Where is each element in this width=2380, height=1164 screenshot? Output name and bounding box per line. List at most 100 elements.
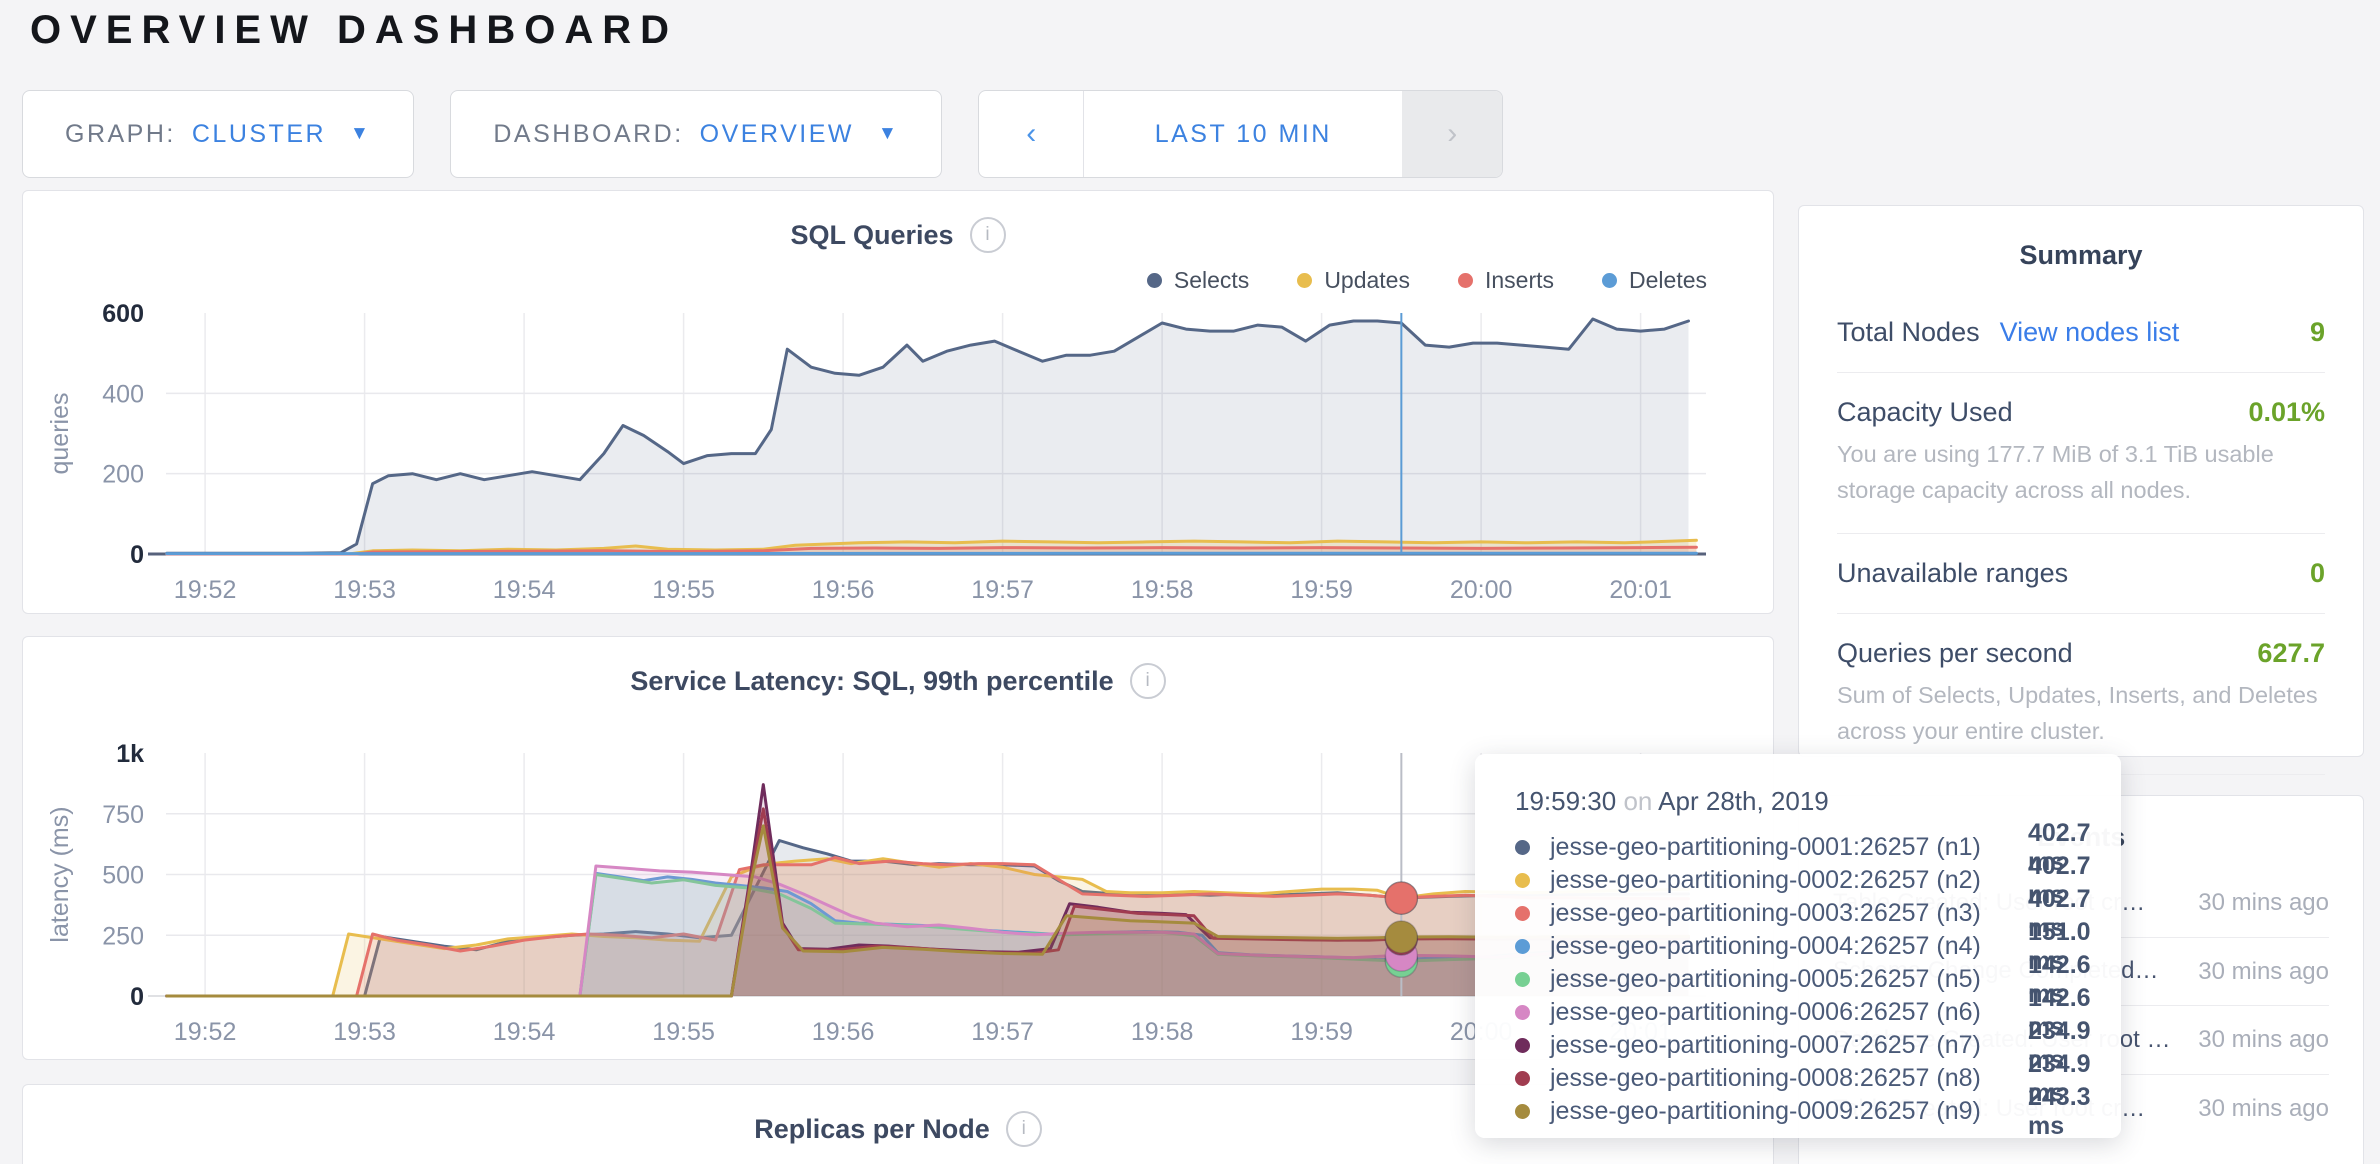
series-dot-icon <box>1515 840 1530 855</box>
tooltip-node-name: jesse-geo-partitioning-0006:26257 (n6) <box>1550 998 1981 1026</box>
time-range-prev-button[interactable]: ‹ <box>979 91 1085 177</box>
svg-text:queries: queries <box>46 393 74 475</box>
svg-text:0: 0 <box>130 983 144 1011</box>
tooltip-node-value: 243.3 ms <box>2028 1082 2091 1140</box>
service-latency-title: Service Latency: SQL, 99th percentile i <box>23 663 1773 699</box>
capacity-used-note: You are using 177.7 MiB of 3.1 TiB usabl… <box>1837 441 2274 504</box>
svg-text:19:54: 19:54 <box>493 1018 556 1046</box>
legend-item-selects[interactable]: Selects <box>1146 267 1250 294</box>
tooltip-node-value: 402.7 ms <box>2028 884 2091 942</box>
qps-label: Queries per second <box>1837 637 2073 668</box>
series-dot-icon <box>1515 939 1530 954</box>
svg-text:19:53: 19:53 <box>333 1018 396 1046</box>
event-timestamp: 30 mins ago <box>2198 1094 2329 1122</box>
dashboard-dropdown-value: OVERVIEW <box>699 119 854 148</box>
tooltip-rows: jesse-geo-partitioning-0001:26257 (n1) 40… <box>1515 819 2091 1140</box>
svg-text:500: 500 <box>102 862 144 890</box>
legend-dot-icon <box>1146 273 1162 288</box>
qps-value: 627.7 <box>2257 637 2325 668</box>
legend-item-updates[interactable]: Updates <box>1297 267 1410 294</box>
tooltip-node-name: jesse-geo-partitioning-0007:26257 (n7) <box>1550 1031 1981 1059</box>
svg-text:0: 0 <box>130 541 144 569</box>
svg-text:1k: 1k <box>116 740 144 768</box>
tooltip-time: 19:59:30 <box>1515 786 1617 816</box>
event-row[interactable]: Database Created: User root …30 mins ago <box>1833 1006 2329 1075</box>
svg-text:19:52: 19:52 <box>174 1018 237 1046</box>
tooltip-node-value: 234.9 ms <box>2028 1016 2091 1074</box>
tooltip-node-value: 142.6 ms <box>2028 983 2091 1041</box>
legend-label: Updates <box>1324 267 1410 293</box>
tooltip-row: jesse-geo-partitioning-0002:26257 (n2) 40… <box>1515 852 2091 909</box>
summary-row-total-nodes: Total Nodes View nodes list 9 <box>1837 305 2325 372</box>
sql-queries-card: SQL Queries i Selects Updates Inserts Delet… <box>22 190 1774 614</box>
sql-queries-title: SQL Queries i <box>23 217 1773 253</box>
svg-text:19:55: 19:55 <box>652 1018 715 1046</box>
svg-text:19:54: 19:54 <box>493 576 556 604</box>
view-nodes-list-link[interactable]: View nodes list <box>1999 317 2180 347</box>
series-dot-icon <box>1515 906 1530 921</box>
service-latency-card: Service Latency: SQL, 99th percentile i … <box>22 636 1774 1060</box>
sql-queries-chart[interactable]: 19:52 19:53 19:54 19:55 19:56 19:57 19:58 19:59… <box>23 191 1775 615</box>
svg-text:19:53: 19:53 <box>333 576 396 604</box>
graph-dropdown-value: CLUSTER <box>191 119 327 148</box>
svg-text:19:55: 19:55 <box>652 576 715 604</box>
tooltip-row: jesse-geo-partitioning-0004:26257 (n4) 15… <box>1515 918 2091 975</box>
summary-panel: Summary Total Nodes View nodes list 9 Ca… <box>1798 205 2364 829</box>
total-nodes-value: 9 <box>2309 317 2325 347</box>
legend-dot-icon <box>1602 273 1618 288</box>
tooltip-node-name: jesse-geo-partitioning-0004:26257 (n4) <box>1550 932 1981 960</box>
svg-text:latency (ms): latency (ms) <box>46 806 74 942</box>
legend-item-deletes[interactable]: Deletes <box>1602 267 1707 294</box>
event-timestamp: 30 mins ago <box>2198 889 2329 916</box>
unavailable-ranges-label: Unavailable ranges <box>1837 557 2069 588</box>
service-latency-chart[interactable]: 19:52 19:53 19:54 19:55 19:56 19:57 19:58 19:59… <box>23 637 1775 1061</box>
info-icon[interactable]: i <box>1005 1111 1042 1147</box>
tooltip-node-name: jesse-geo-partitioning-0001:26257 (n1) <box>1550 833 1981 861</box>
series-dot-icon <box>1515 873 1530 888</box>
legend-dot-icon <box>1457 273 1473 288</box>
total-nodes-label: Total Nodes <box>1837 317 1980 347</box>
series-dot-icon <box>1515 1038 1530 1053</box>
series-dot-icon <box>1515 1005 1530 1020</box>
svg-text:600: 600 <box>102 300 144 328</box>
time-range-picker: ‹ LAST 10 MIN › <box>978 90 1504 178</box>
chevron-down-icon: ▼ <box>350 123 372 144</box>
qps-note: Sum of Selects, Updates, Inserts, and De… <box>1837 681 2318 745</box>
legend-label: Selects <box>1173 267 1250 293</box>
event-row[interactable]: Table Created: User root cr…30 mins ago <box>1833 1075 2329 1143</box>
series-dot-icon <box>1515 1071 1530 1086</box>
svg-text:400: 400 <box>102 380 144 408</box>
legend-item-inserts[interactable]: Inserts <box>1457 267 1555 294</box>
summary-row-capacity: Capacity Used 0.01% You are using 177.7 … <box>1837 372 2325 533</box>
svg-text:19:56: 19:56 <box>812 1018 875 1046</box>
chevron-down-icon: ▼ <box>877 123 900 144</box>
legend-label: Inserts <box>1484 267 1555 293</box>
tooltip-row: jesse-geo-partitioning-0005:26257 (n5) 14… <box>1515 951 2091 1008</box>
graph-dropdown[interactable]: GRAPH: CLUSTER ▼ <box>22 90 415 178</box>
tooltip-node-name: jesse-geo-partitioning-0005:26257 (n5) <box>1550 965 1981 993</box>
tooltip-node-value: 142.6 ms <box>2028 950 2091 1008</box>
event-timestamp: 30 mins ago <box>2198 1026 2329 1054</box>
graph-dropdown-label: GRAPH: <box>65 119 176 148</box>
svg-text:19:59: 19:59 <box>1290 1018 1353 1046</box>
chevron-left-icon: ‹ <box>1026 117 1037 150</box>
chart-legend: Selects Updates Inserts Deletes <box>1146 267 1707 294</box>
tooltip-node-value: 402.7 ms <box>2028 851 2091 909</box>
chart-title-text: SQL Queries <box>790 219 954 250</box>
info-icon[interactable]: i <box>969 217 1006 253</box>
chart-hover-tooltip: 19:59:30 on Apr 28th, 2019 jesse-geo-par… <box>1475 754 2121 1140</box>
tooltip-date: Apr 28th, 2019 <box>1658 786 1829 816</box>
tooltip-timestamp: 19:59:30 on Apr 28th, 2019 <box>1515 786 2091 817</box>
series-dot-icon <box>1515 972 1530 987</box>
dashboard-dropdown[interactable]: DASHBOARD: OVERVIEW ▼ <box>450 90 943 178</box>
svg-text:200: 200 <box>102 461 144 489</box>
event-timestamp: 30 mins ago <box>2198 957 2329 985</box>
summary-panel-title: Summary <box>2019 240 2143 270</box>
info-icon[interactable]: i <box>1129 663 1166 699</box>
page-title: OVERVIEW DASHBOARD <box>30 8 678 52</box>
time-range-next-button[interactable]: › <box>1402 91 1503 177</box>
time-range-value[interactable]: LAST 10 MIN <box>1154 119 1332 148</box>
svg-text:750: 750 <box>102 801 144 829</box>
svg-text:19:58: 19:58 <box>1131 1018 1194 1046</box>
